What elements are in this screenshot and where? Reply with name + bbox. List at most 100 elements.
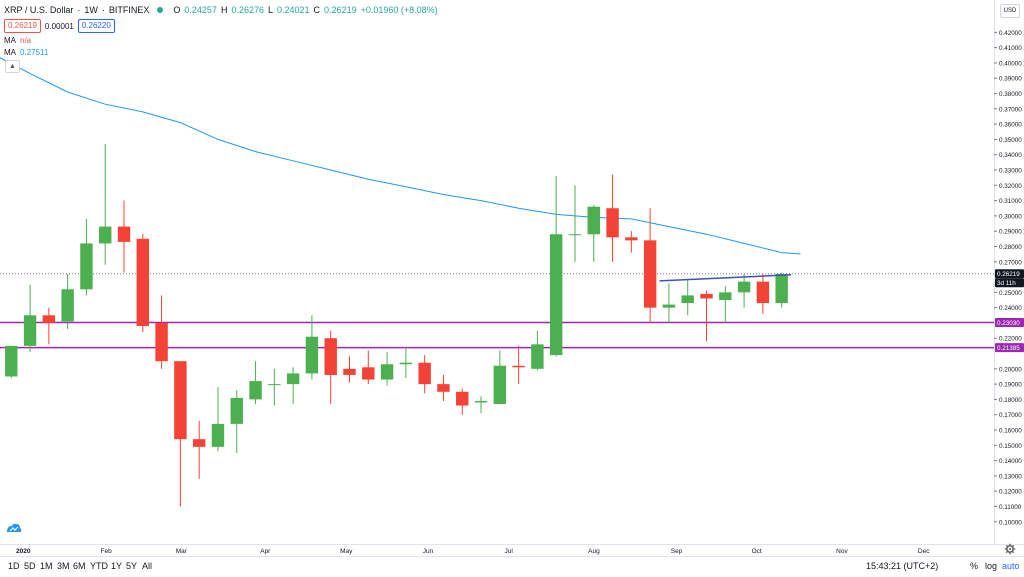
range-button-6m[interactable]: 6M (73, 561, 86, 571)
indicator-label: MA (4, 36, 16, 45)
indicator-ma-1[interactable]: MA n/a (4, 36, 31, 45)
hline-price-tag: 0.21385 (997, 345, 1020, 352)
candle-body-up (399, 362, 413, 365)
y-tick-label: 0.13000 (999, 473, 1022, 480)
candle-body-up (493, 365, 507, 404)
candle-body-down (643, 240, 657, 308)
y-tick-label: 0.31000 (999, 198, 1022, 205)
candle-body-up (549, 234, 563, 356)
candle-body-up (230, 397, 243, 424)
chart-background (0, 0, 1024, 556)
symbol-name[interactable]: XRP / U.S. Dollar (4, 5, 74, 15)
x-tick-label: Nov (836, 548, 848, 555)
y-tick-label: 0.38000 (999, 91, 1022, 98)
indicator-value: n/a (20, 36, 32, 45)
x-tick-label: Dec (918, 548, 930, 555)
indicator-ma-2[interactable]: MA 0.27511 (4, 48, 48, 57)
low-label: L (267, 5, 273, 15)
candle-body-up (305, 336, 319, 374)
open-value: 0.24257 (184, 5, 217, 15)
hline-price-tag: 0.23030 (997, 320, 1020, 327)
y-tick-label: 0.28000 (999, 244, 1022, 251)
y-tick-label: 0.19000 (999, 382, 1022, 389)
x-tick-label: Apr (260, 548, 271, 555)
market-status-icon (157, 7, 164, 13)
candle-body-down (362, 367, 375, 380)
candle-body-down (756, 281, 770, 304)
range-button-ytd[interactable]: YTD (90, 561, 108, 571)
candle-body-up (99, 226, 112, 244)
y-tick-label: 0.32000 (999, 183, 1022, 190)
candle-body-down (117, 226, 131, 242)
range-button-5d[interactable]: 5D (24, 561, 36, 571)
y-tick-label: 0.27000 (999, 259, 1022, 266)
range-button-1m[interactable]: 1M (40, 561, 53, 571)
y-tick-label: 0.30000 (999, 213, 1022, 220)
range-button-1y[interactable]: 1Y (111, 561, 123, 571)
candle-body-up (268, 384, 281, 386)
y-tick-label: 0.17000 (999, 412, 1022, 419)
moving-average-line (0, 57, 801, 255)
countdown-tag: 3d 11h (997, 280, 1016, 287)
candle-body-up (662, 304, 676, 308)
symbol-exchange: BITFINEX (108, 5, 150, 15)
y-tick-label: 0.41000 (999, 45, 1022, 52)
y-tick-label: 0.36000 (999, 122, 1022, 129)
candle-body-up (737, 281, 751, 293)
symbol-legend[interactable]: XRP / U.S. Dollar · 1W · BITFINEX O 0.242… (4, 5, 438, 15)
clock-timezone[interactable]: 15:43:21 (UTC+2) (866, 561, 939, 571)
collapse-legend-button[interactable]: ▲ (5, 60, 20, 73)
candle-body-up (5, 345, 18, 377)
indicator-value: 0.27511 (20, 48, 49, 57)
candle-body-down (343, 368, 356, 375)
countdown-tag-bg (995, 278, 1024, 288)
y-tick-label: 0.22000 (999, 336, 1022, 343)
y-tick-label: 0.37000 (999, 106, 1022, 113)
settings-gear-icon[interactable] (1004, 543, 1016, 555)
y-tick-label: 0.33000 (999, 168, 1022, 175)
hline-price-tag-bg (995, 317, 1024, 327)
range-button-1d[interactable]: 1D (8, 561, 20, 571)
auto-scale-toggle[interactable]: auto (1002, 561, 1020, 571)
y-tick-label: 0.39000 (999, 76, 1022, 83)
range-button-3m[interactable]: 3M (57, 561, 70, 571)
range-button-5y[interactable]: 5Y (126, 561, 138, 571)
y-tick-label: 0.35000 (999, 137, 1022, 144)
y-tick-label: 0.34000 (999, 152, 1022, 159)
change-value: +0.01960 (+8.08%) (360, 5, 438, 15)
range-button-all[interactable]: All (142, 561, 153, 571)
y-tick-label: 0.11000 (999, 504, 1022, 511)
candle-body-down (512, 365, 525, 368)
symbol-interval[interactable]: 1W (84, 5, 98, 15)
high-value: 0.26276 (231, 5, 264, 15)
log-scale-toggle[interactable]: log (985, 561, 998, 571)
y-tick-label: 0.14000 (999, 458, 1022, 465)
candle-body-up (61, 289, 74, 322)
y-tick-label: 0.12000 (999, 489, 1022, 496)
candle-body-up (719, 292, 732, 300)
candle-body-up (681, 295, 694, 304)
candle-body-up (474, 400, 488, 403)
bottom-toolbar: 1D 5D 1M 3M 6M YTD 1Y 5Y All 15:43:21 (U… (0, 556, 1024, 577)
x-tick-label: Mar (176, 548, 188, 555)
close-label: C (313, 5, 321, 15)
quote-legend: 0.26219 0.00001 0.26220 (4, 19, 115, 33)
indicator-label: MA (4, 48, 16, 57)
x-tick-label: Oct (752, 548, 762, 555)
x-tick-label: Sep (671, 548, 683, 555)
percent-scale-toggle[interactable]: % (970, 561, 979, 571)
legend-separator: · (101, 5, 105, 15)
currency-selector[interactable]: USD (1000, 4, 1020, 18)
ask-price[interactable]: 0.26220 (77, 19, 115, 33)
candle-body-up (80, 243, 93, 290)
bid-price[interactable]: 0.26219 (4, 19, 41, 33)
candle-body-up (211, 423, 225, 447)
y-tick-label: 0.15000 (999, 443, 1022, 450)
candle-body-down (625, 237, 638, 241)
y-tick-label: 0.18000 (999, 397, 1022, 404)
last-price-tag-bg (995, 269, 1024, 279)
tradingview-logo-icon[interactable] (6, 522, 22, 534)
close-value: 0.26219 (324, 5, 357, 15)
spread-value: 0.00001 (44, 21, 74, 31)
